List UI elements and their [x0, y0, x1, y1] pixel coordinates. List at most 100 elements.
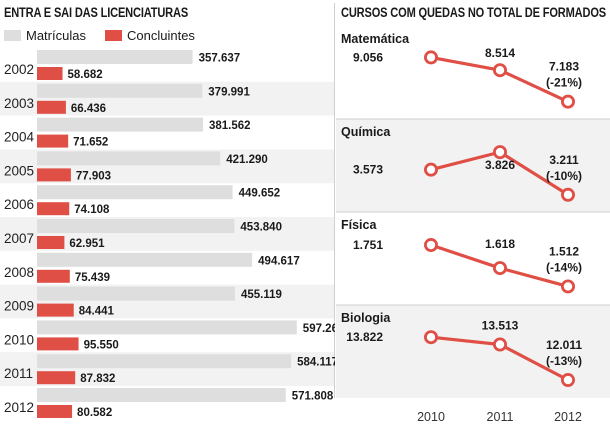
data-point-biologia-2011: [492, 337, 507, 352]
value-label-concluintes-2009: 84.441: [79, 306, 115, 318]
bar-group-2007: 2007 453.840 62.951: [0, 217, 334, 251]
bar-group-2008: 2008 494.617 75.439: [4, 252, 300, 284]
panel-quimica: Química 3.573 3.826 3.211 (-10%): [336, 118, 610, 212]
left-chart-title: ENTRA E SAI DAS LICENCIATURAS: [4, 5, 189, 20]
bar-concluintes-2004: [37, 134, 69, 148]
data-point-biologia-2010: [423, 330, 438, 345]
legend-label-concluintes: Concluintes: [127, 28, 195, 43]
data-label-fisica-2011: 1.618: [485, 237, 515, 251]
bar-concluintes-2005: [37, 168, 71, 182]
data-point-fisica-2011: [492, 261, 507, 276]
legend-label-matriculas: Matrículas: [26, 28, 86, 43]
bar-matriculas-2008: [37, 252, 253, 267]
year-label-2002: 2002: [4, 62, 34, 77]
legend-item-matriculas: Matrículas: [4, 28, 86, 43]
year-label-2005: 2005: [4, 163, 34, 178]
bar-group-2011: 2011 584.117 87.832: [0, 352, 335, 386]
change-label-quimica: (-10%): [546, 169, 582, 183]
data-label-matematica-2011: 8.514: [485, 46, 515, 60]
right-chart-title: CURSOS COM QUEDAS NO TOTAL DE FORMADOS: [341, 5, 607, 20]
chart-divider: [334, 3, 335, 398]
value-label-concluintes-2011: 87.832: [80, 373, 115, 385]
data-label-quimica-2011: 3.826: [485, 158, 515, 172]
bar-group-2003: 2003 379.991 66.436: [0, 81, 334, 116]
bar-concluintes-2006: [37, 202, 70, 216]
value-label-concluintes-2006: 74.108: [74, 204, 110, 216]
change-label-matematica: (-21%): [546, 76, 582, 90]
value-label-concluintes-2007: 62.951: [69, 238, 105, 250]
data-point-fisica-2012: [561, 279, 576, 294]
bar-concluintes-2002: [37, 67, 63, 80]
data-point-matematica-2011: [492, 63, 507, 78]
year-label-2011: 2011: [4, 366, 33, 381]
data-label-fisica-2010: 1.751: [353, 238, 383, 252]
data-point-matematica-2012: [561, 94, 576, 109]
data-point-matematica-2010: [423, 50, 438, 65]
value-label-concluintes-2002: 58.682: [68, 69, 103, 81]
change-label-fisica: (-14%): [546, 260, 582, 274]
value-label-matriculas-2005: 421.290: [226, 154, 268, 166]
panel-title-matematica: Matemática: [341, 32, 410, 46]
value-label-concluintes-2010: 95.550: [84, 339, 119, 351]
bar-matriculas-2006: [37, 185, 233, 200]
year-label-2006: 2006: [4, 197, 34, 212]
data-point-quimica-2012: [561, 187, 576, 202]
data-label-biologia-2012: 12.011: [546, 338, 582, 352]
data-label-matematica-2012: 7.183: [549, 60, 579, 74]
legend-swatch-matriculas: [4, 30, 21, 41]
change-label-biologia: (-13%): [546, 354, 582, 368]
value-label-matriculas-2012: 571.808: [292, 391, 334, 403]
year-label-2004: 2004: [4, 130, 35, 145]
bar-group-2005: 2005 421.290 77.903: [0, 149, 334, 184]
panel-matematica: Matemática 9.056 8.514 7.183 (-21%): [341, 32, 582, 109]
bar-concluintes-2010: [37, 337, 79, 351]
data-point-quimica-2010: [423, 162, 438, 177]
value-label-matriculas-2002: 357.637: [199, 53, 241, 65]
legend-swatch-concluintes: [105, 30, 122, 41]
value-label-matriculas-2009: 455.119: [241, 289, 282, 301]
year-label-2003: 2003: [4, 96, 34, 111]
data-label-biologia-2011: 13.513: [482, 319, 519, 333]
bar-matriculas-2010: [37, 320, 297, 335]
bar-group-2004: 2004 381.562 71.652: [4, 117, 251, 149]
bar-concluintes-2007: [37, 236, 65, 249]
data-point-biologia-2012: [561, 373, 576, 388]
bar-matriculas-2011: [37, 354, 292, 369]
value-label-concluintes-2003: 66.436: [71, 103, 106, 115]
value-label-matriculas-2008: 494.617: [258, 255, 300, 267]
data-label-matematica-2010: 9.056: [353, 50, 383, 64]
value-label-matriculas-2007: 453.840: [240, 222, 282, 234]
panel-title-biologia: Biologia: [341, 311, 391, 325]
bar-matriculas-2007: [37, 219, 235, 233]
year-label-2009: 2009: [4, 299, 34, 314]
bar-concluintes-2011: [37, 371, 76, 385]
x-tick-label-2011: 2011: [487, 410, 514, 424]
data-label-quimica-2012: 3.211: [549, 153, 579, 167]
bar-group-2006: 2006 449.652 74.108: [4, 185, 280, 216]
panel-fisica: Física 1.751 1.618 1.512 (-14%): [336, 211, 610, 294]
year-label-2007: 2007: [4, 231, 34, 246]
data-point-quimica-2011: [492, 145, 507, 160]
bar-group-2012: 2012 571.808 80.582: [4, 388, 334, 419]
bar-matriculas-2004: [37, 117, 203, 132]
data-label-biologia-2010: 13.822: [346, 330, 383, 344]
panel-biologia: Biologia 13.822 13.513 12.011 (-13%): [336, 304, 610, 398]
panel-title-quimica: Química: [341, 125, 391, 139]
bar-group-2002: 2002 357.637 58.682: [4, 50, 240, 81]
data-label-fisica-2012: 1.512: [549, 244, 579, 258]
year-label-2010: 2010: [4, 332, 34, 347]
year-label-2008: 2008: [4, 265, 34, 280]
bar-matriculas-2009: [37, 286, 235, 301]
value-label-concluintes-2012: 80.582: [77, 407, 112, 419]
value-label-matriculas-2006: 449.652: [239, 188, 281, 200]
bar-matriculas-2003: [37, 83, 203, 98]
bar-concluintes-2003: [37, 100, 66, 114]
bar-matriculas-2002: [37, 50, 193, 64]
bar-concluintes-2012: [37, 405, 73, 418]
x-tick-label-2012: 2012: [554, 410, 582, 424]
x-tick-label-2010: 2010: [417, 410, 445, 424]
bar-matriculas-2005: [37, 151, 221, 166]
bar-group-2009: 2009 455.119 84.441: [0, 284, 334, 319]
bar-concluintes-2008: [37, 269, 70, 283]
